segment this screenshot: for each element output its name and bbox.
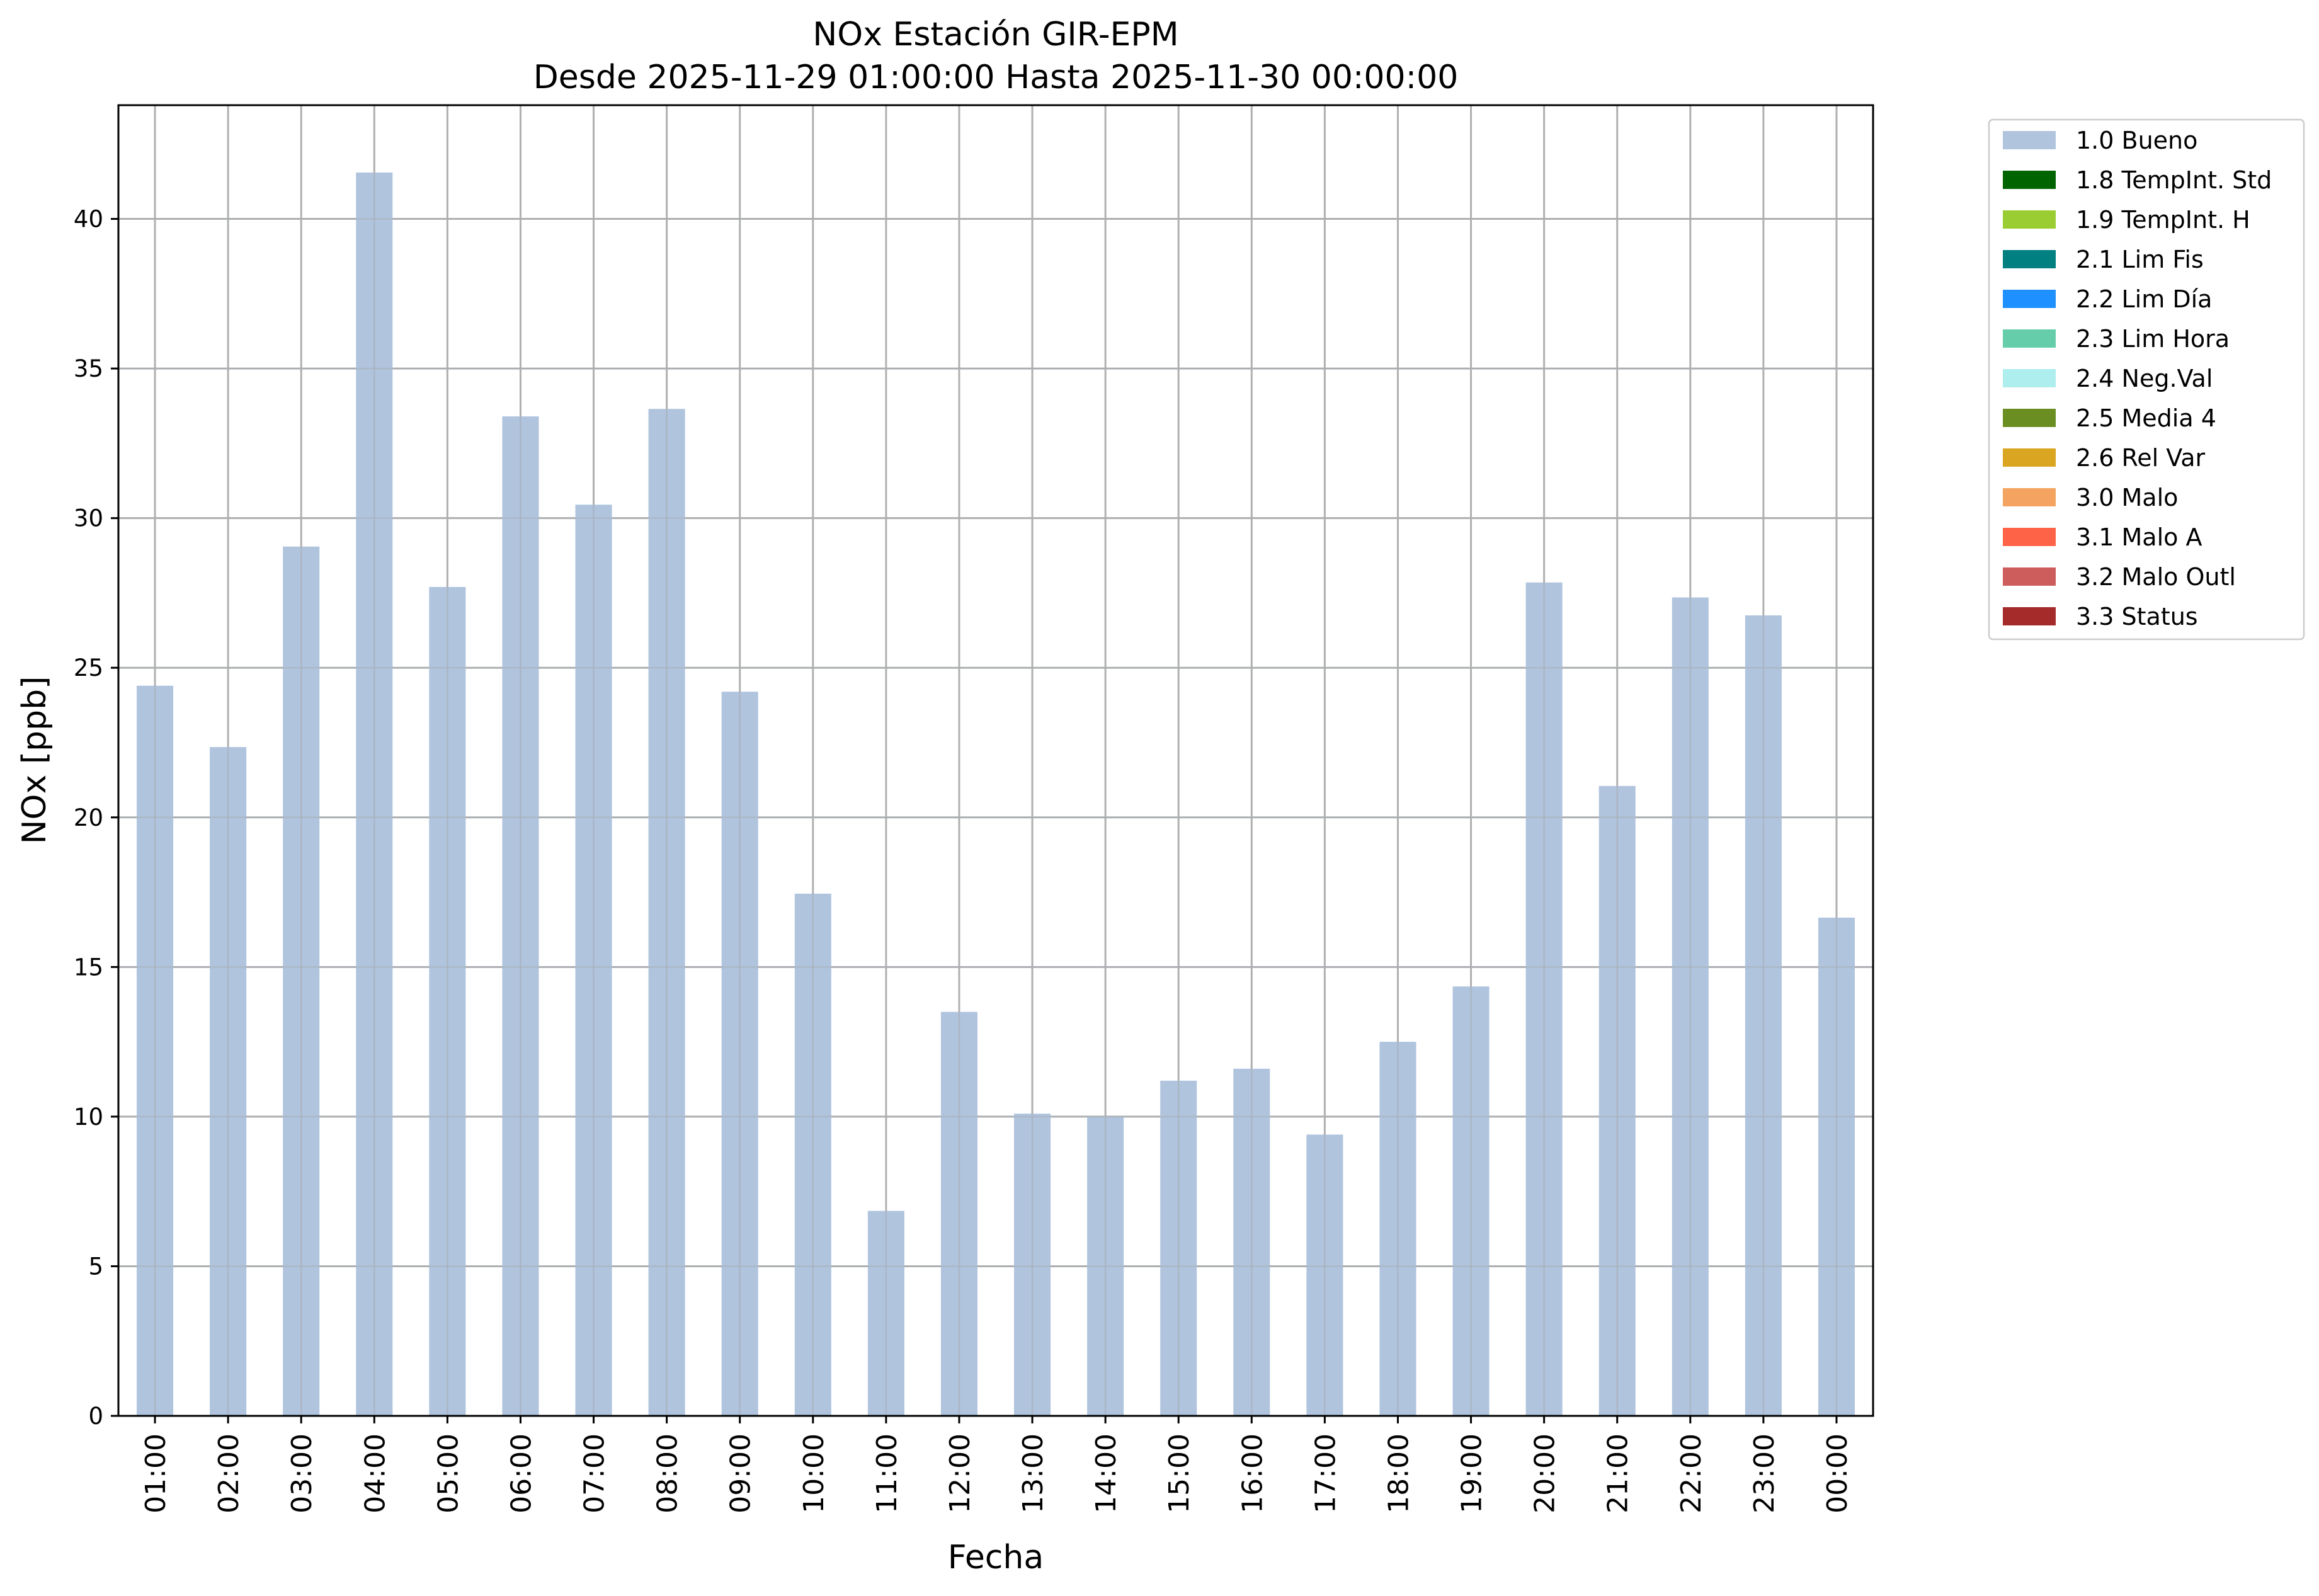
legend-label: 2.1 Lim Fis — [2076, 246, 2204, 273]
x-tick-label: 16:00 — [1236, 1434, 1268, 1513]
x-tick-label: 10:00 — [798, 1434, 830, 1513]
x-tick-label: 01:00 — [140, 1434, 172, 1513]
y-tick-label: 35 — [74, 355, 103, 382]
legend-swatch — [2003, 567, 2056, 586]
x-tick-label: 13:00 — [1017, 1434, 1049, 1513]
legend-label: 2.2 Lim Día — [2076, 285, 2212, 313]
legend-label: 2.4 Neg.Val — [2076, 365, 2213, 392]
x-tick-label: 20:00 — [1529, 1434, 1561, 1513]
legend-swatch — [2003, 290, 2056, 308]
x-tick-label: 07:00 — [579, 1434, 611, 1513]
x-tick-label: 15:00 — [1163, 1434, 1195, 1513]
x-tick-label: 21:00 — [1602, 1434, 1634, 1513]
legend-label: 2.3 Lim Hora — [2076, 325, 2230, 353]
legend-label: 1.0 Bueno — [2076, 127, 2197, 154]
x-axis-label: Fecha — [948, 1539, 1044, 1576]
y-tick-label: 15 — [74, 954, 103, 981]
legend-swatch — [2003, 329, 2056, 348]
legend-swatch — [2003, 210, 2056, 229]
legend-label: 3.2 Malo Outl — [2076, 563, 2236, 591]
x-tick-label: 04:00 — [359, 1434, 391, 1513]
x-tick-label: 17:00 — [1309, 1434, 1342, 1513]
plot-frame — [117, 104, 1874, 1417]
y-tick-label: 20 — [74, 804, 103, 831]
y-tick-label: 5 — [88, 1253, 103, 1280]
x-tick-label: 02:00 — [213, 1434, 245, 1513]
y-axis: 0 5 10 15 20 25 30 35 40 — [74, 206, 118, 1430]
legend-swatch — [2003, 448, 2056, 467]
x-axis: 01:00 02:00 03:00 04:00 05:00 06:00 07:00 08:00… — [140, 1416, 1854, 1513]
y-tick-label: 10 — [74, 1103, 103, 1131]
legend-frame — [1988, 118, 2305, 641]
x-tick-label: 03:00 — [286, 1434, 318, 1513]
legend-swatch — [2003, 607, 2056, 625]
legend-label: 3.1 Malo A — [2076, 523, 2202, 551]
legend-label: 2.6 Rel Var — [2076, 444, 2206, 472]
y-tick-label: 25 — [74, 654, 103, 681]
x-tick-label: 14:00 — [1090, 1434, 1122, 1513]
legend-swatch — [2003, 488, 2056, 506]
x-tick-label: 11:00 — [871, 1434, 903, 1513]
legend-swatch — [2003, 171, 2056, 189]
y-axis-label: NOx [ppb] — [16, 676, 54, 845]
x-tick-label: 22:00 — [1675, 1434, 1707, 1513]
y-tick-label: 0 — [88, 1403, 103, 1430]
legend-swatch — [2003, 250, 2056, 268]
legend-swatch — [2003, 409, 2056, 427]
y-tick-label: 30 — [74, 505, 103, 532]
legend-label: 1.8 TempInt. Std — [2076, 166, 2272, 194]
x-tick-label: 12:00 — [944, 1434, 976, 1513]
legend-swatch — [2003, 369, 2056, 387]
x-tick-label: 19:00 — [1456, 1434, 1488, 1513]
legend-label: 2.5 Media 4 — [2076, 404, 2216, 432]
legend: 1.0 Bueno 1.8 TempInt. Std 1.9 TempInt. H 2… — [1988, 118, 2305, 641]
chart-subtitle: Desde 2025-11-29 01:00:00 Hasta 2025-11-… — [533, 59, 1459, 96]
x-tick-label: 05:00 — [432, 1434, 464, 1513]
legend-swatch — [2003, 131, 2056, 149]
x-tick-label: 18:00 — [1382, 1434, 1415, 1513]
y-tick-label: 40 — [74, 206, 103, 233]
legend-label: 1.9 TempInt. H — [2076, 206, 2250, 234]
x-tick-label: 06:00 — [505, 1434, 537, 1513]
legend-label: 3.3 Status — [2076, 603, 2198, 630]
x-tick-label: 08:00 — [652, 1434, 684, 1513]
legend-swatch — [2003, 528, 2056, 546]
x-tick-label: 00:00 — [1821, 1434, 1854, 1513]
chart-title: NOx Estación GIR-EPM — [812, 16, 1178, 54]
bars — [137, 172, 1855, 1416]
legend-label: 3.0 Malo — [2076, 484, 2178, 511]
x-tick-label: 09:00 — [725, 1434, 757, 1513]
x-tick-label: 23:00 — [1748, 1434, 1781, 1513]
